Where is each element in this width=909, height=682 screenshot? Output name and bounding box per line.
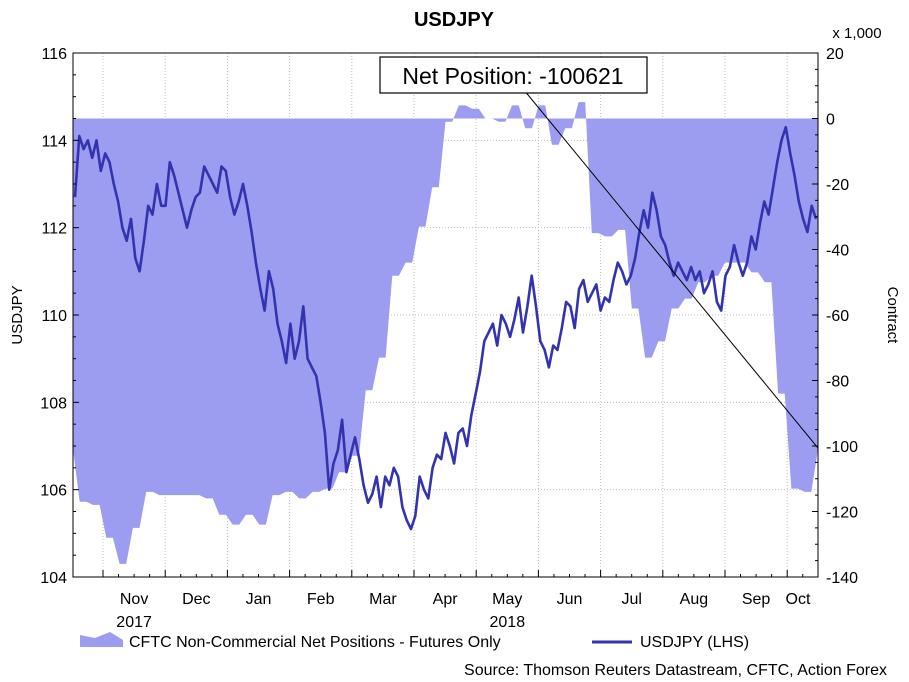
left-axis-label: USDJPY [9,285,26,344]
legend: CFTC Non-Commercial Net Positions - Futu… [80,632,749,651]
x-month-label: Jan [246,591,272,608]
legend-label-net-positions: CFTC Non-Commercial Net Positions - Futu… [129,634,501,651]
legend-area-swatch [80,632,123,647]
net-positions-area-path [73,102,818,564]
right-tick-label: -60 [826,308,849,325]
x-month-label: Jul [621,591,641,608]
left-tick-label: 114 [41,133,67,150]
legend-label-usdjpy: USDJPY (LHS) [640,634,749,651]
right-tick-label: -120 [826,505,858,522]
chart-title: USDJPY [414,9,495,31]
right-axis-multiplier: x 1,000 [832,25,881,42]
left-tick-label: 116 [41,46,67,63]
right-tick-label: -100 [826,439,858,456]
right-tick-label: -80 [826,374,849,391]
right-tick-label: 0 [826,112,835,129]
x-year-label: 2017 [116,614,152,631]
x-month-label: Mar [369,591,397,608]
x-month-label: Oct [786,591,811,608]
right-axis-ticks: -140 -120 -100 -80 -60 -40 -20 0 20 [812,46,858,587]
left-tick-label: 110 [41,308,67,325]
x-year-label: 2018 [490,614,526,631]
left-tick-label: 108 [40,395,67,412]
source-note: Source: Thomson Reuters Datastream, CFTC… [464,662,887,679]
x-month-label: Feb [307,591,335,608]
left-tick-label: 106 [40,483,67,500]
x-month-label: Nov [120,591,148,608]
left-tick-label: 112 [41,221,67,238]
x-month-label: Sep [742,591,771,608]
net-position-annotation: Net Position: -100621 [379,56,819,449]
right-tick-label: -140 [826,570,858,587]
x-month-label: May [492,591,522,608]
left-axis-ticks: 104 106 108 110 112 114 116 [40,46,79,587]
usdjpy-line [73,125,818,531]
right-tick-label: -20 [826,177,849,194]
annotation-text: Net Position: -100621 [402,63,623,89]
x-month-label: Apr [433,591,459,608]
right-tick-label: 20 [826,46,844,63]
right-tick-label: -40 [826,243,849,260]
x-month-label: Aug [680,591,708,608]
x-month-label: Jun [557,591,583,608]
left-tick-label: 104 [40,570,67,587]
x-axis-ticks: Nov Dec Jan Feb Mar Apr May Jun Jul Aug Sep Oct 2017… [102,570,811,631]
usdjpy-line-path [73,125,818,531]
annotation-box [379,56,648,94]
right-axis-label: Contract [884,287,901,345]
annotation-leader-line [523,89,819,449]
x-month-label: Dec [182,591,210,608]
net-positions-area [73,102,818,564]
